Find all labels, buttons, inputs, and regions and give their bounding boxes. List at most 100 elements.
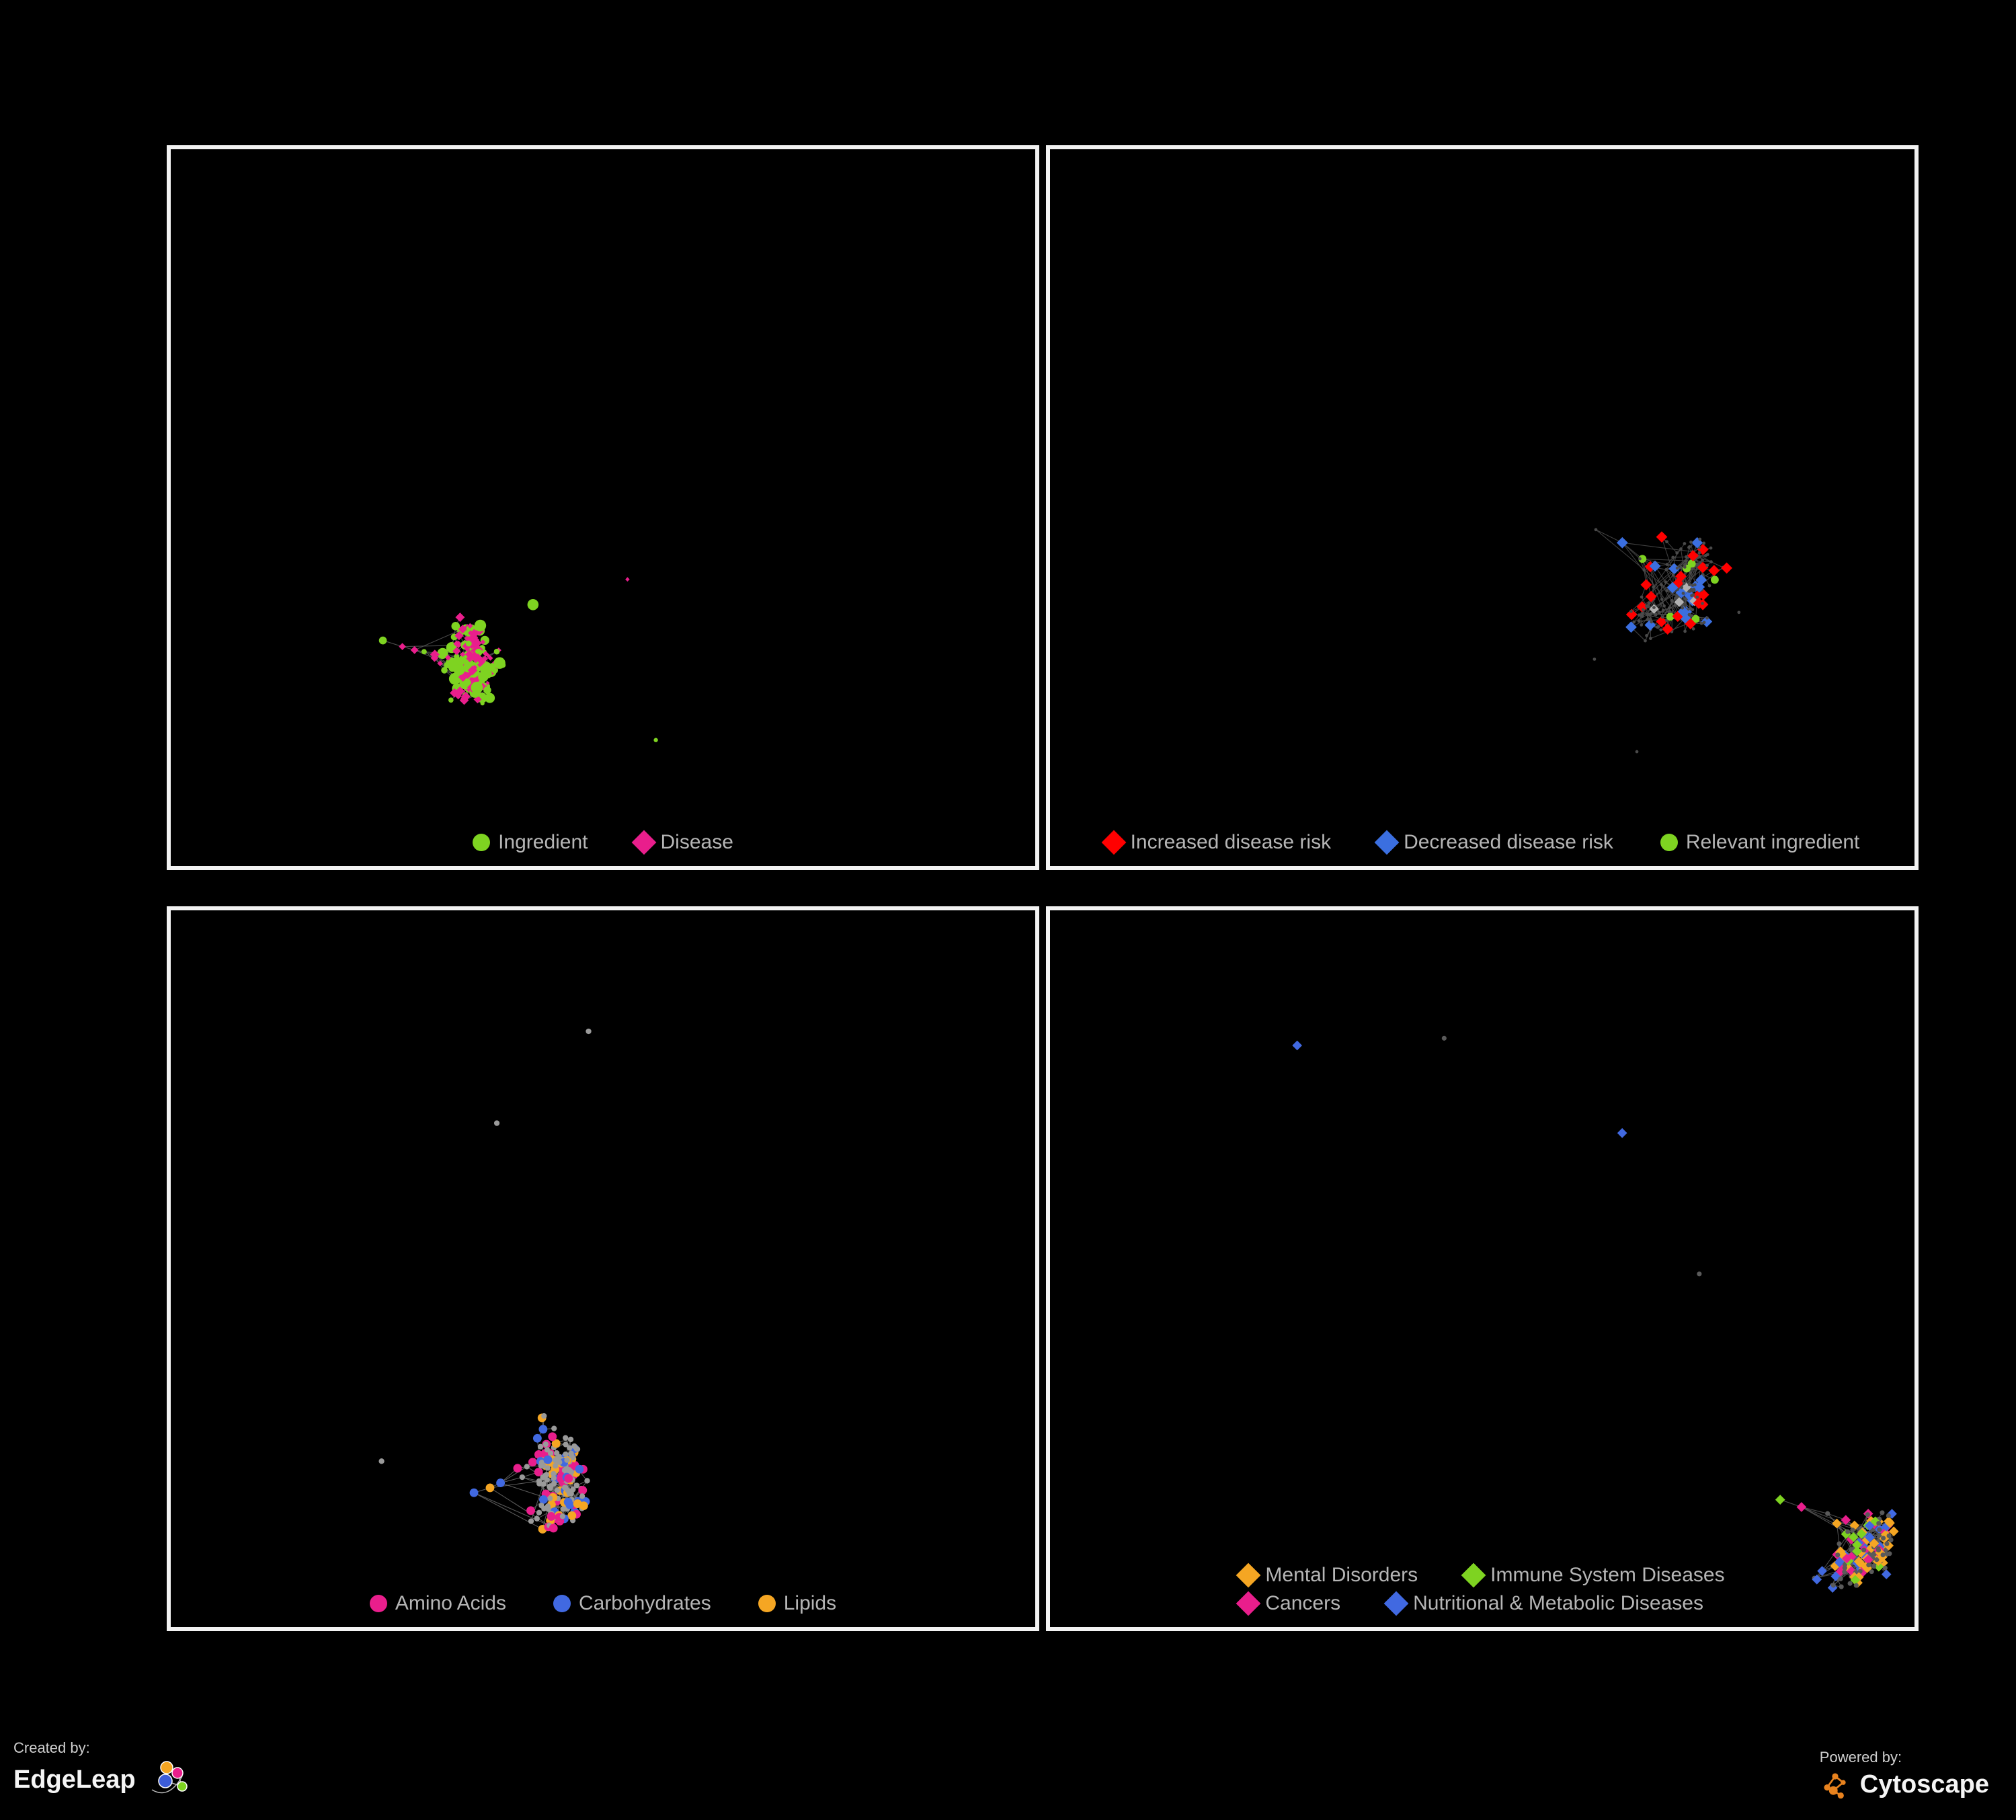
- background-node[interactable]: [1673, 604, 1677, 607]
- ingredient-node[interactable]: [448, 697, 454, 703]
- cancer-node[interactable]: [1797, 1502, 1807, 1512]
- background-node[interactable]: [1704, 554, 1707, 557]
- network-graph-nutrient-class[interactable]: [171, 910, 1035, 1627]
- unclassified-node[interactable]: [566, 1489, 571, 1494]
- background-node[interactable]: [1709, 560, 1713, 563]
- unclassified-node[interactable]: [579, 1493, 585, 1499]
- lipid-node[interactable]: [567, 1511, 576, 1520]
- carbohydrate-node[interactable]: [539, 1495, 548, 1504]
- background-node[interactable]: [1638, 557, 1642, 561]
- nutritional-metabolic-node[interactable]: [1882, 1569, 1892, 1579]
- background-node[interactable]: [1595, 528, 1598, 531]
- unclassified-node[interactable]: [542, 1473, 548, 1478]
- background-node[interactable]: [1650, 612, 1653, 615]
- relevant-ingredient-node[interactable]: [1711, 576, 1719, 584]
- background-node[interactable]: [1679, 547, 1683, 551]
- background-node[interactable]: [1638, 613, 1641, 617]
- ingredient-node[interactable]: [471, 682, 483, 694]
- unclassified-node[interactable]: [1837, 1542, 1841, 1546]
- background-node[interactable]: [1691, 584, 1695, 587]
- disease-node[interactable]: [399, 643, 406, 650]
- background-node[interactable]: [1685, 555, 1688, 559]
- unclassified-node[interactable]: [1880, 1510, 1884, 1515]
- background-node[interactable]: [1708, 584, 1711, 588]
- background-node[interactable]: [1645, 604, 1648, 608]
- unclassified-node[interactable]: [1861, 1548, 1866, 1552]
- unclassified-node[interactable]: [551, 1480, 557, 1486]
- background-node[interactable]: [1645, 634, 1648, 637]
- background-node[interactable]: [1709, 547, 1713, 550]
- background-node[interactable]: [1685, 559, 1688, 563]
- unclassified-node[interactable]: [561, 1506, 566, 1511]
- background-node[interactable]: [1705, 563, 1709, 567]
- background-node[interactable]: [1687, 546, 1691, 549]
- background-node[interactable]: [1676, 567, 1679, 570]
- background-node[interactable]: [1701, 602, 1704, 605]
- lipid-node[interactable]: [579, 1501, 588, 1510]
- background-node[interactable]: [1652, 606, 1656, 609]
- background-node[interactable]: [1636, 750, 1639, 754]
- background-node[interactable]: [1692, 627, 1695, 631]
- network-graph-disease-category[interactable]: [1050, 910, 1914, 1627]
- background-node[interactable]: [1691, 567, 1694, 571]
- ingredient-node[interactable]: [528, 599, 539, 610]
- background-node[interactable]: [1689, 607, 1692, 610]
- unclassified-node[interactable]: [1876, 1521, 1881, 1526]
- disease-node[interactable]: [455, 612, 465, 622]
- lipid-node[interactable]: [486, 1484, 495, 1493]
- unclassified-node[interactable]: [548, 1450, 553, 1456]
- unclassified-node[interactable]: [520, 1474, 525, 1480]
- background-node[interactable]: [1689, 541, 1693, 544]
- carbohydrate-node[interactable]: [575, 1465, 584, 1474]
- background-node[interactable]: [1674, 596, 1677, 600]
- background-node[interactable]: [1661, 615, 1664, 619]
- background-node[interactable]: [1688, 583, 1691, 586]
- carbohydrate-node[interactable]: [564, 1498, 573, 1507]
- unclassified-node[interactable]: [575, 1446, 580, 1452]
- background-node[interactable]: [1668, 610, 1672, 613]
- ingredient-node[interactable]: [483, 686, 491, 694]
- ingredient-node[interactable]: [475, 620, 486, 631]
- nutritional-metabolic-node[interactable]: [1292, 1041, 1302, 1051]
- unclassified-node[interactable]: [1845, 1530, 1850, 1534]
- background-node[interactable]: [1658, 611, 1661, 615]
- ingredient-node[interactable]: [379, 637, 387, 645]
- unclassified-node[interactable]: [541, 1413, 547, 1419]
- unclassified-node[interactable]: [1697, 1271, 1701, 1276]
- background-node[interactable]: [1665, 540, 1668, 543]
- background-node[interactable]: [1649, 637, 1652, 640]
- background-node[interactable]: [1688, 590, 1691, 593]
- background-node[interactable]: [1629, 610, 1633, 613]
- nutritional-metabolic-node[interactable]: [1617, 1128, 1627, 1138]
- background-node[interactable]: [1643, 568, 1646, 571]
- carbohydrate-node[interactable]: [543, 1456, 552, 1464]
- background-node[interactable]: [1640, 623, 1643, 627]
- unclassified-node[interactable]: [564, 1458, 569, 1463]
- unclassified-node[interactable]: [547, 1495, 553, 1501]
- unclassified-node[interactable]: [564, 1466, 569, 1472]
- unclassified-node[interactable]: [553, 1458, 558, 1463]
- cancer-node[interactable]: [1841, 1515, 1851, 1525]
- ingredient-node[interactable]: [494, 649, 500, 655]
- unclassified-node[interactable]: [1835, 1552, 1840, 1557]
- unclassified-node[interactable]: [545, 1465, 550, 1470]
- background-node[interactable]: [1684, 597, 1687, 600]
- background-node[interactable]: [1691, 593, 1695, 596]
- unclassified-node[interactable]: [1825, 1511, 1830, 1516]
- ingredient-node[interactable]: [653, 738, 657, 742]
- background-node[interactable]: [1672, 573, 1675, 577]
- background-node[interactable]: [1652, 586, 1655, 589]
- background-node[interactable]: [1593, 658, 1597, 661]
- background-node[interactable]: [1683, 542, 1687, 545]
- background-node[interactable]: [1638, 619, 1641, 623]
- background-node[interactable]: [1679, 566, 1683, 569]
- background-node[interactable]: [1700, 622, 1703, 625]
- unclassified-node[interactable]: [528, 1518, 534, 1524]
- amino-acid-node[interactable]: [564, 1474, 573, 1483]
- unclassified-node[interactable]: [378, 1458, 384, 1464]
- background-node[interactable]: [1702, 542, 1705, 545]
- ingredient-node[interactable]: [481, 701, 485, 705]
- background-node[interactable]: [1682, 592, 1685, 595]
- increased-risk-node[interactable]: [1708, 565, 1720, 576]
- unclassified-node[interactable]: [1854, 1583, 1859, 1588]
